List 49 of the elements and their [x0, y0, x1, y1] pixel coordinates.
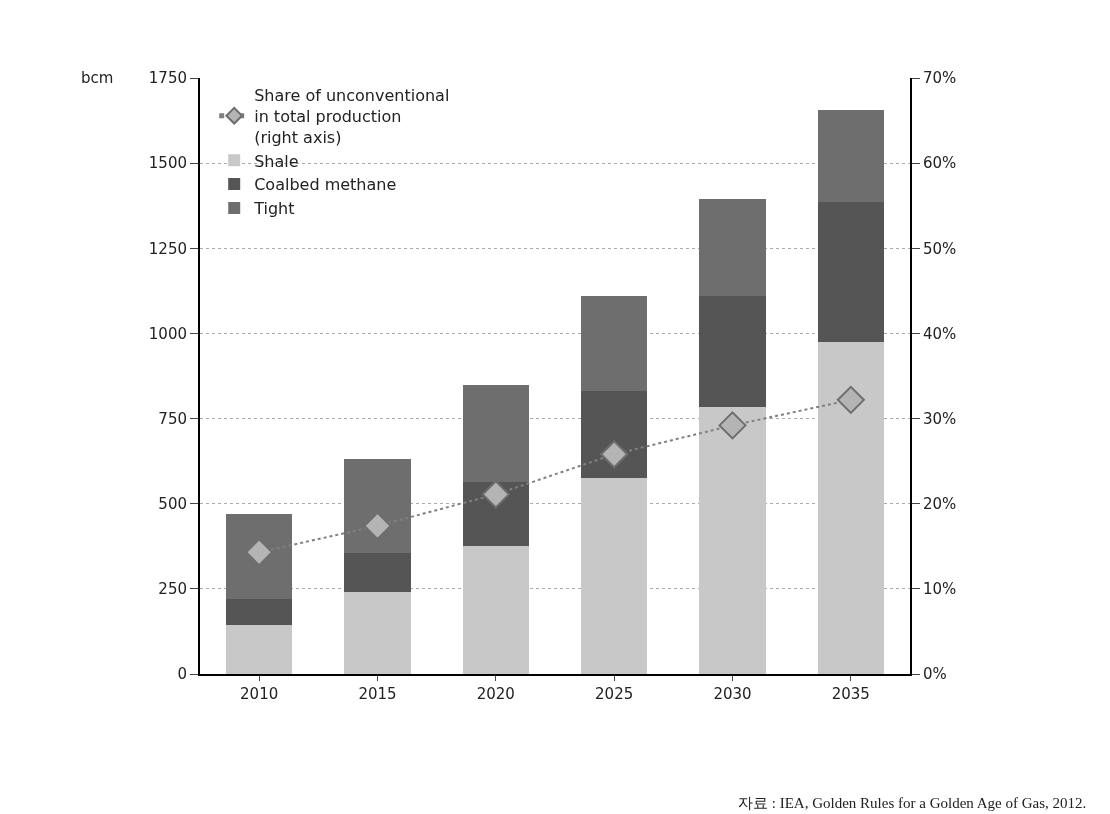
y2-tick-label: 60% — [923, 154, 957, 173]
legend-label: Share of unconventional in total production (right axis) — [254, 86, 450, 147]
x-tick-label: 2015 — [358, 685, 397, 703]
y-tick-label: 250 — [158, 580, 187, 599]
y-tick-label: 1250 — [148, 239, 187, 258]
bar — [817, 110, 884, 203]
bar — [581, 295, 648, 392]
bar — [699, 406, 766, 674]
y-tick-label: 500 — [158, 494, 187, 513]
bar — [817, 341, 884, 674]
legend-label: Tight — [253, 199, 295, 219]
bar — [462, 546, 529, 674]
point — [481, 480, 510, 509]
y2-tick-label: 40% — [923, 324, 957, 343]
bar — [226, 624, 293, 674]
y-tick-label: 1000 — [148, 324, 187, 343]
x-tick-label: 2030 — [713, 685, 752, 703]
y2-tick-label: 50% — [923, 239, 957, 258]
y-tick-label: 750 — [158, 409, 187, 428]
bar — [344, 459, 411, 554]
bar — [226, 513, 293, 600]
bar — [344, 553, 411, 593]
x-tick-label: 2010 — [240, 685, 279, 703]
y-axis-title: bcm — [81, 69, 114, 87]
x-tick-label: 2025 — [595, 685, 634, 703]
text: 자료 : IEA, Golden Rules for a Golden Age of Gas, 2012. — [738, 795, 1087, 811]
bar — [581, 478, 648, 674]
y-tick-label: 1750 — [148, 69, 187, 88]
point — [600, 440, 629, 469]
bar — [817, 202, 884, 342]
bar — [581, 391, 648, 479]
y2-tick-label: 20% — [923, 494, 957, 513]
bar — [344, 592, 411, 674]
y-tick-label: 0 — [177, 665, 187, 684]
point — [363, 511, 392, 540]
y2-tick-label: 10% — [923, 580, 957, 599]
point — [718, 411, 747, 440]
y2-tick-label: 70% — [923, 69, 957, 88]
y2-tick-label: 0% — [923, 665, 947, 684]
bar — [699, 295, 766, 407]
y2-tick-label: 30% — [923, 409, 957, 428]
legend-label: Coalbed methane — [254, 175, 397, 195]
bar — [699, 198, 766, 296]
x-tick-label: 2035 — [831, 685, 870, 703]
legend-label: Shale — [254, 151, 299, 171]
point — [836, 385, 865, 414]
bar — [226, 599, 293, 625]
y-tick-label: 1500 — [148, 154, 187, 173]
x-tick-label: 2020 — [476, 685, 515, 703]
